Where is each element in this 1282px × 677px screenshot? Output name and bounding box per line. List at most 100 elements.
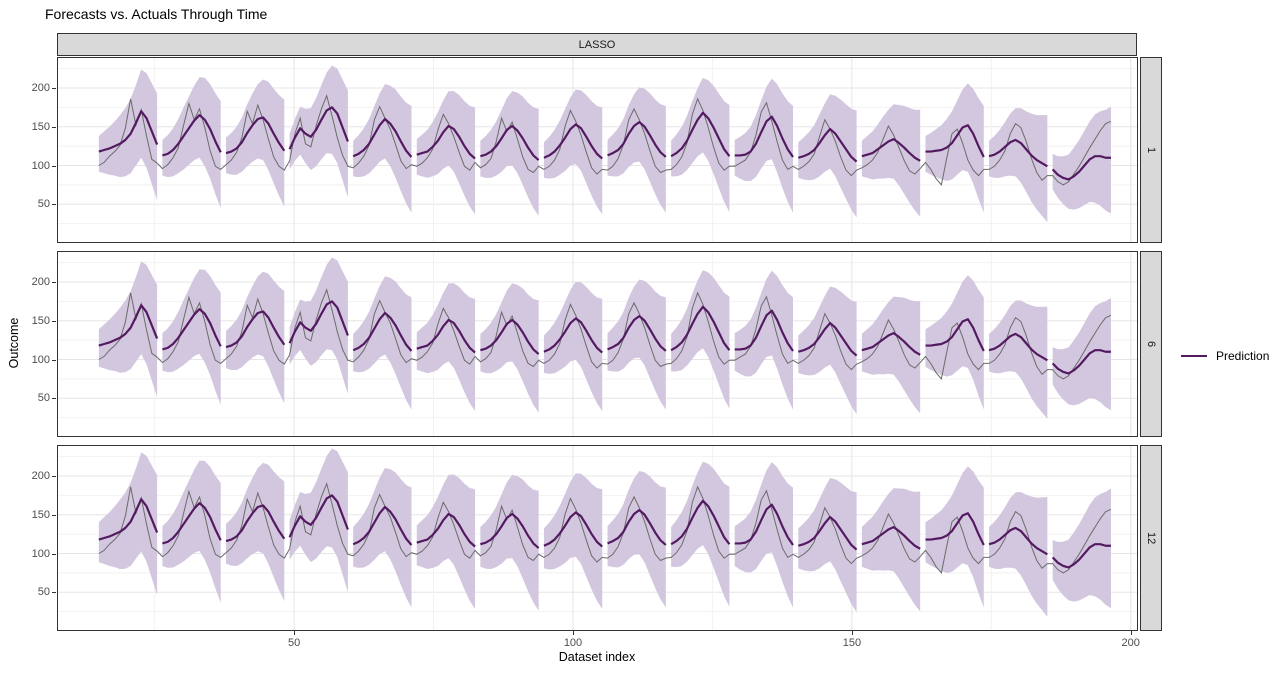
facet-strip-right-1-label: 1 — [1145, 146, 1157, 154]
prediction-line — [1051, 155, 1111, 181]
x-tick-label: 50 — [287, 637, 301, 649]
prediction-line — [98, 304, 159, 347]
prediction-line — [734, 115, 794, 158]
prediction-line — [352, 505, 413, 546]
facet-panel-horizon-1 — [57, 57, 1138, 243]
facet-panel-svg-1 — [57, 57, 1138, 243]
panel-border — [57, 445, 1138, 631]
prediction-line — [98, 110, 159, 153]
y-axis-tick — [52, 476, 56, 477]
confidence-ribbon — [480, 91, 539, 216]
y-tick-label: 150 — [31, 120, 50, 133]
confidence-ribbon — [289, 448, 348, 592]
prediction-line — [734, 503, 794, 546]
y-tick-label: 150 — [31, 508, 50, 521]
prediction-line — [925, 318, 985, 352]
prediction-line — [797, 515, 858, 551]
prediction-line — [480, 124, 540, 161]
prediction-line — [1051, 543, 1111, 569]
facet-panel-svg-12 — [57, 445, 1138, 631]
prediction-line — [416, 318, 476, 354]
prediction-line — [734, 309, 794, 352]
prediction-line — [797, 127, 858, 163]
prediction-line — [543, 511, 603, 548]
prediction-line — [988, 332, 1048, 362]
prediction-line — [670, 305, 731, 352]
legend-line-key — [1181, 354, 1207, 358]
confidence-ribbon — [798, 94, 857, 218]
facet-strip-top-label: LASSO — [578, 38, 616, 51]
prediction-line — [98, 498, 159, 541]
facet-strip-right-12-label: 12 — [1145, 531, 1157, 545]
confidence-ribbon — [98, 69, 158, 201]
confidence-ribbon — [416, 474, 476, 610]
confidence-ribbon — [353, 84, 412, 213]
prediction-line — [670, 499, 731, 546]
confidence-ribbon — [798, 286, 857, 415]
confidence-ribbon — [925, 83, 984, 213]
x-tick-label: 150 — [842, 637, 862, 649]
prediction-line — [988, 138, 1048, 168]
confidence-ribbon — [671, 461, 730, 607]
y-axis-tick — [52, 165, 56, 167]
confidence-ribbon — [989, 491, 1048, 617]
confidence-ribbon — [925, 275, 984, 410]
prediction-line — [925, 124, 985, 158]
confidence-ribbon — [925, 466, 984, 608]
confidence-ribbon — [861, 488, 921, 612]
confidence-ribbon — [671, 77, 730, 212]
y-tick-label: 100 — [31, 547, 50, 560]
confidence-ribbon — [480, 283, 539, 413]
prediction-line — [861, 332, 921, 356]
y-tick-label: 150 — [31, 314, 50, 327]
confidence-ribbon — [226, 462, 285, 602]
y-axis-tick — [52, 553, 56, 555]
confidence-ribbon — [226, 79, 285, 207]
facet-panel-horizon-6 — [57, 251, 1138, 437]
confidence-ribbon — [353, 276, 412, 410]
facet-strip-right-12: 12 — [1140, 445, 1162, 631]
confidence-ribbon — [861, 104, 921, 217]
prediction-line — [607, 120, 667, 158]
prediction-line — [288, 300, 349, 344]
prediction-line — [162, 114, 222, 157]
prediction-line — [543, 317, 603, 354]
actual-line — [98, 288, 1112, 380]
actual-line — [98, 94, 1112, 186]
confidence-ribbon — [734, 462, 794, 608]
x-tick-label: 100 — [563, 637, 583, 649]
confidence-ribbon — [480, 474, 539, 611]
confidence-ribbon — [1052, 106, 1111, 214]
y-tick-label: 200 — [31, 470, 50, 482]
prediction-line — [416, 512, 476, 548]
y-tick-label: 100 — [31, 159, 50, 172]
legend: Prediction — [1181, 345, 1269, 367]
prediction-line — [416, 124, 476, 160]
y-tick-label: 200 — [31, 82, 50, 94]
prediction-line — [1051, 349, 1111, 375]
x-axis-title: Dataset index — [558, 650, 636, 664]
prediction-line — [607, 508, 667, 546]
x-axis-tick — [851, 631, 853, 635]
y-axis-tick — [52, 398, 56, 400]
facet-strip-right-6: 6 — [1140, 251, 1162, 437]
facet-panel-horizon-12 — [57, 445, 1138, 631]
prediction-line — [480, 512, 540, 549]
confidence-ribbon — [734, 78, 794, 213]
prediction-line — [925, 512, 985, 546]
prediction-line — [988, 526, 1048, 556]
y-axis-tick — [52, 126, 56, 128]
actual-line — [98, 482, 1112, 574]
confidence-ribbon — [607, 471, 666, 608]
prediction-line — [352, 311, 413, 352]
confidence-ribbon — [416, 91, 476, 215]
panel-border — [57, 251, 1138, 437]
y-axis-tick — [52, 320, 56, 322]
prediction-line — [543, 123, 603, 160]
prediction-line — [670, 111, 731, 158]
confidence-ribbon — [543, 281, 603, 412]
confidence-ribbon — [543, 473, 603, 610]
confidence-ribbon — [353, 467, 412, 608]
confidence-ribbon — [226, 271, 285, 404]
